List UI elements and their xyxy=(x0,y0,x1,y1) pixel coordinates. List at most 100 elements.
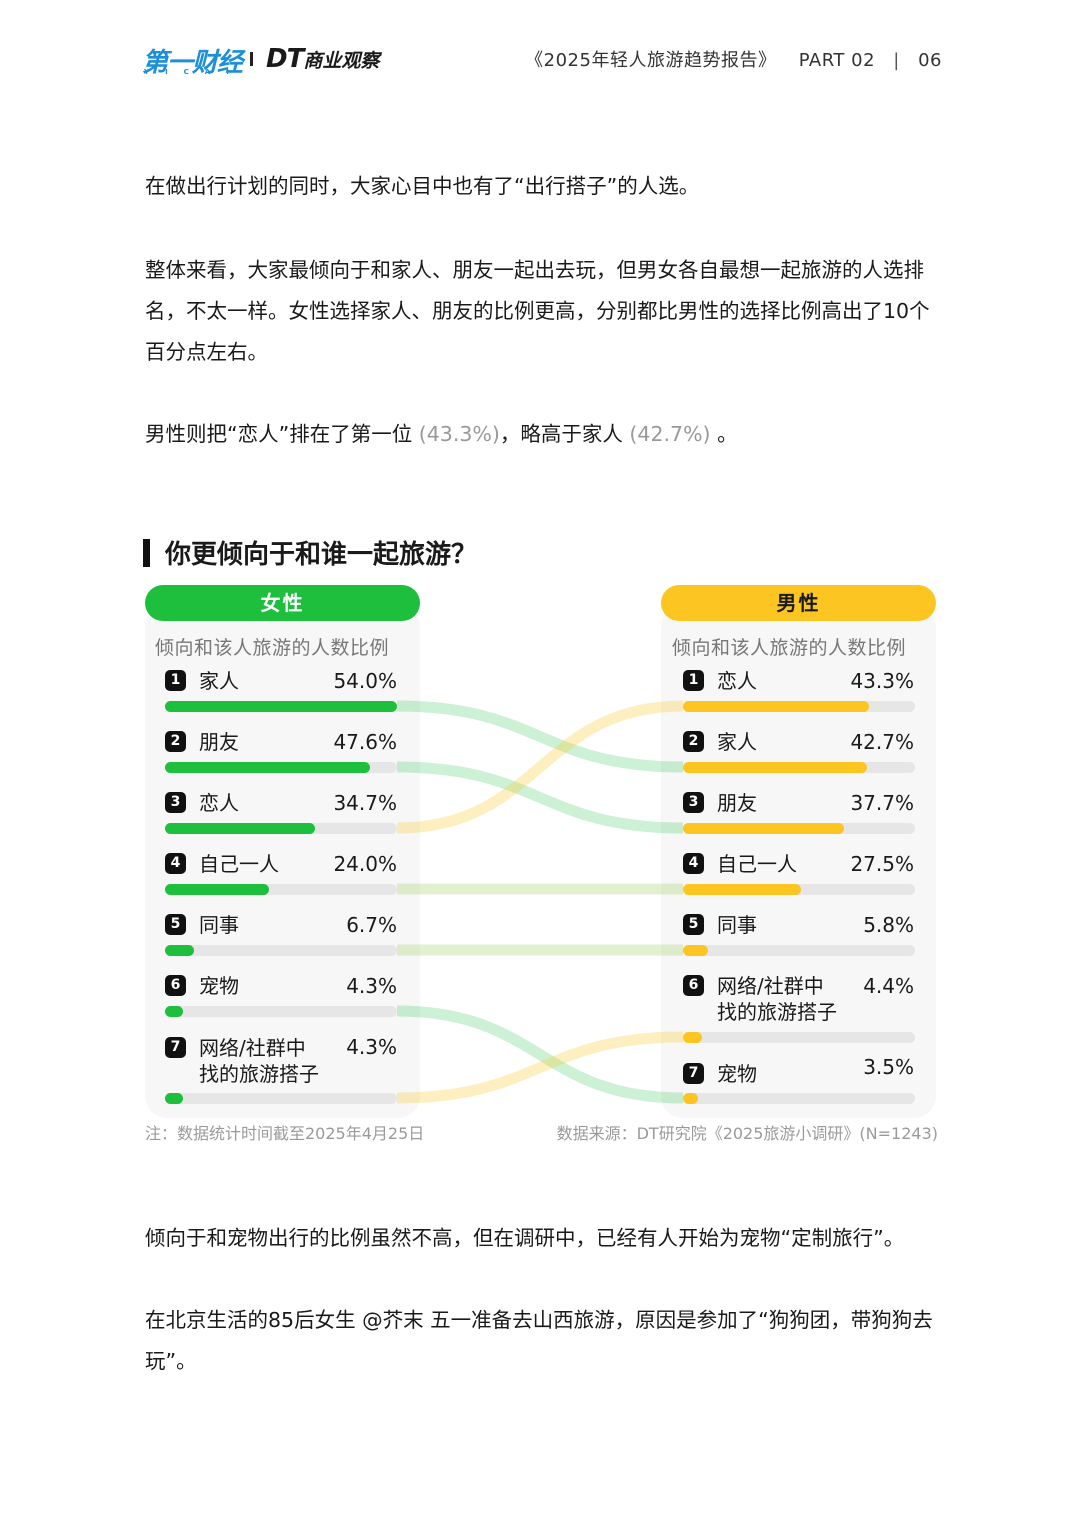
female-row-6-track xyxy=(165,1006,397,1017)
category-label: 自己一人 xyxy=(199,852,279,876)
rank-badge: 1 xyxy=(683,670,704,691)
female-row-7-value: 4.3% xyxy=(346,1035,397,1059)
rank-badge: 1 xyxy=(165,670,186,691)
female-row-5-value: 6.7% xyxy=(346,913,397,937)
female-row-5-label: 5 同事 xyxy=(165,912,239,938)
female-header-pill: 女性 xyxy=(145,585,420,621)
male-row-1-bar xyxy=(683,701,869,712)
female-panel xyxy=(145,605,420,1118)
female-row-3-track xyxy=(165,823,397,834)
chart-title-text: 你更倾向于和谁一起旅游？ xyxy=(165,540,478,570)
male-row-7-value: 3.5% xyxy=(863,1055,914,1079)
rank-badge: 6 xyxy=(165,975,186,996)
rank-badge: 2 xyxy=(683,731,704,752)
yicai-logo-sub: YICAI xyxy=(144,68,245,76)
category-label: 朋友 xyxy=(717,791,757,815)
yicai-logo: 第一财经 xyxy=(142,48,243,78)
male-row-5-value: 5.8% xyxy=(863,913,914,937)
male-row-5-bar xyxy=(683,945,708,956)
rank-badge: 4 xyxy=(683,853,704,874)
flow-family xyxy=(396,700,684,773)
rank-badge: 6 xyxy=(683,975,704,996)
p3-text-e: 。 xyxy=(710,422,738,446)
female-row-3-label: 3 恋人 xyxy=(165,790,239,816)
male-row-1-label: 1 恋人 xyxy=(683,668,757,694)
male-row-2-track xyxy=(683,762,915,773)
female-row-6-label: 6 宠物 xyxy=(165,973,239,999)
category-label-line1: 网络/社群中 xyxy=(199,1036,306,1060)
paragraph-2: 整体来看，大家最倾向于和家人、朋友一起出去玩，但男女各自最想一起旅游的人选排名，… xyxy=(145,258,930,364)
rank-badge: 7 xyxy=(165,1037,186,1058)
male-row-3-label: 3 朋友 xyxy=(683,790,757,816)
male-row-4-track xyxy=(683,884,915,895)
male-row-1-track xyxy=(683,701,915,712)
female-row-3-value: 34.7% xyxy=(333,791,397,815)
female-row-5-bar xyxy=(165,945,194,956)
male-row-2-bar xyxy=(683,762,867,773)
report-meta: 《2025年轻人旅游趋势报告》 PART 02 | 06 xyxy=(525,46,942,72)
male-row-1-value: 43.3% xyxy=(850,669,914,693)
flow-online-buddy xyxy=(396,1031,684,1104)
category-label-line2: 找的旅游搭子 xyxy=(717,1000,837,1024)
female-row-1-label: 1 家人 xyxy=(165,668,239,694)
category-label: 恋人 xyxy=(199,791,239,815)
male-row-7-bar xyxy=(683,1093,698,1104)
female-row-4-label: 4 自己一人 xyxy=(165,851,279,877)
rank-badge: 4 xyxy=(165,853,186,874)
female-row-1-track xyxy=(165,701,397,712)
dt-logo: DT商业观察 xyxy=(266,44,379,74)
male-row-6-value: 4.4% xyxy=(863,974,914,998)
category-label: 同事 xyxy=(717,913,757,937)
male-row-5-label: 5 同事 xyxy=(683,912,757,938)
category-label: 宠物 xyxy=(717,1062,757,1086)
p3-value-lover: (43.3%) xyxy=(418,422,500,446)
male-row-6-track xyxy=(683,1032,915,1043)
dt-logo-sub: 商业观察 xyxy=(303,50,380,72)
male-row-3-track xyxy=(683,823,915,834)
male-subheading: 倾向和该人旅游的人数比例 xyxy=(672,637,907,659)
female-row-2-track xyxy=(165,762,397,773)
category-label: 自己一人 xyxy=(717,852,797,876)
female-row-6-value: 4.3% xyxy=(346,974,397,998)
title-marker xyxy=(143,538,150,567)
male-row-2-value: 42.7% xyxy=(850,730,914,754)
female-row-7-label: 7 网络/社群中 找的旅游搭子 xyxy=(165,1035,319,1087)
logo-divider xyxy=(250,52,253,66)
category-label: 网络/社群中 找的旅游搭子 xyxy=(717,973,837,1025)
category-label: 同事 xyxy=(199,913,239,937)
female-row-4-value: 24.0% xyxy=(333,852,397,876)
chart-source: 数据来源：DT研究院《2025旅游小调研》(N=1243) xyxy=(556,1124,938,1143)
rank-badge: 3 xyxy=(165,792,186,813)
male-row-7-label: 7 宠物 xyxy=(683,1061,757,1087)
flow-pet xyxy=(396,1005,684,1104)
page-header: 第一财经 YICAI DT商业观察 《2025年轻人旅游趋势报告》 PART 0… xyxy=(142,38,942,78)
male-row-4-bar xyxy=(683,884,801,895)
male-row-3-value: 37.7% xyxy=(850,791,914,815)
rank-badge: 5 xyxy=(165,914,186,935)
male-row-6-bar xyxy=(683,1032,702,1043)
female-row-3-bar xyxy=(165,823,315,834)
category-label-line1: 网络/社群中 xyxy=(717,974,824,998)
flow-friends xyxy=(396,761,684,834)
paragraph-3: 男性则把“恋人”排在了第一位 (43.3%)，略高于家人 (42.7%) 。 xyxy=(145,414,940,455)
male-row-2-label: 2 家人 xyxy=(683,729,757,755)
rank-badge: 5 xyxy=(683,914,704,935)
meta-divider: | xyxy=(893,50,900,71)
female-row-1-value: 54.0% xyxy=(333,669,397,693)
page-number: 06 xyxy=(918,50,942,71)
flow-lover xyxy=(396,700,684,834)
chart-title: 你更倾向于和谁一起旅游？ xyxy=(143,534,477,571)
female-row-5-track xyxy=(165,945,397,956)
category-label: 家人 xyxy=(199,669,239,693)
paragraph-5: 在北京生活的85后女生 @芥末 五一准备去山西旅游，原因是参加了“狗狗团，带狗狗… xyxy=(145,1308,933,1373)
female-row-1-bar xyxy=(165,701,397,712)
male-row-3-bar xyxy=(683,823,844,834)
p3-text-c: ，略高于家人 xyxy=(499,422,630,446)
p3-value-family: (42.7%) xyxy=(629,422,711,446)
female-row-2-bar xyxy=(165,762,370,773)
female-row-4-bar xyxy=(165,884,269,895)
paragraph-4: 倾向于和宠物出行的比例虽然不高，但在调研中，已经有人开始为宠物“定制旅行”。 xyxy=(145,1226,905,1250)
female-subheading: 倾向和该人旅游的人数比例 xyxy=(155,637,390,659)
female-row-2-value: 47.6% xyxy=(333,730,397,754)
